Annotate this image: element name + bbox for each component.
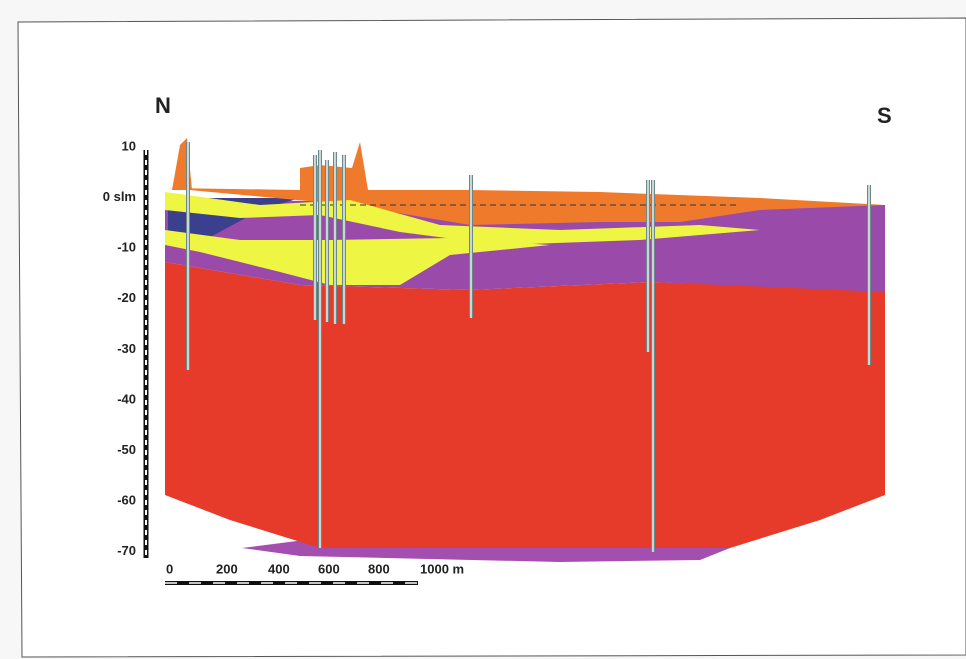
south-label: S <box>877 103 892 128</box>
depth-label: -40 <box>117 391 136 406</box>
depth-label: -10 <box>117 240 136 255</box>
distance-label: 600 <box>318 561 340 576</box>
depth-label: 0 slm <box>103 189 136 204</box>
red-layer <box>165 262 885 548</box>
depth-label: -30 <box>117 341 136 356</box>
depth-label: 10 <box>122 138 136 153</box>
distance-label: 200 <box>216 561 238 576</box>
depth-label: -20 <box>117 290 136 305</box>
page: N S 10 0 slm -10 -20 -30 -40 -50 -60 -70 0 200 400… <box>0 0 966 659</box>
distance-label: 800 <box>368 561 390 576</box>
depth-label: -70 <box>117 543 136 558</box>
distance-label: 400 <box>268 561 290 576</box>
distance-label: 1000 m <box>420 561 464 576</box>
distance-label: 0 <box>166 561 173 576</box>
depth-label: -60 <box>117 493 136 508</box>
depth-label: -50 <box>117 442 136 457</box>
north-label: N <box>155 93 171 118</box>
